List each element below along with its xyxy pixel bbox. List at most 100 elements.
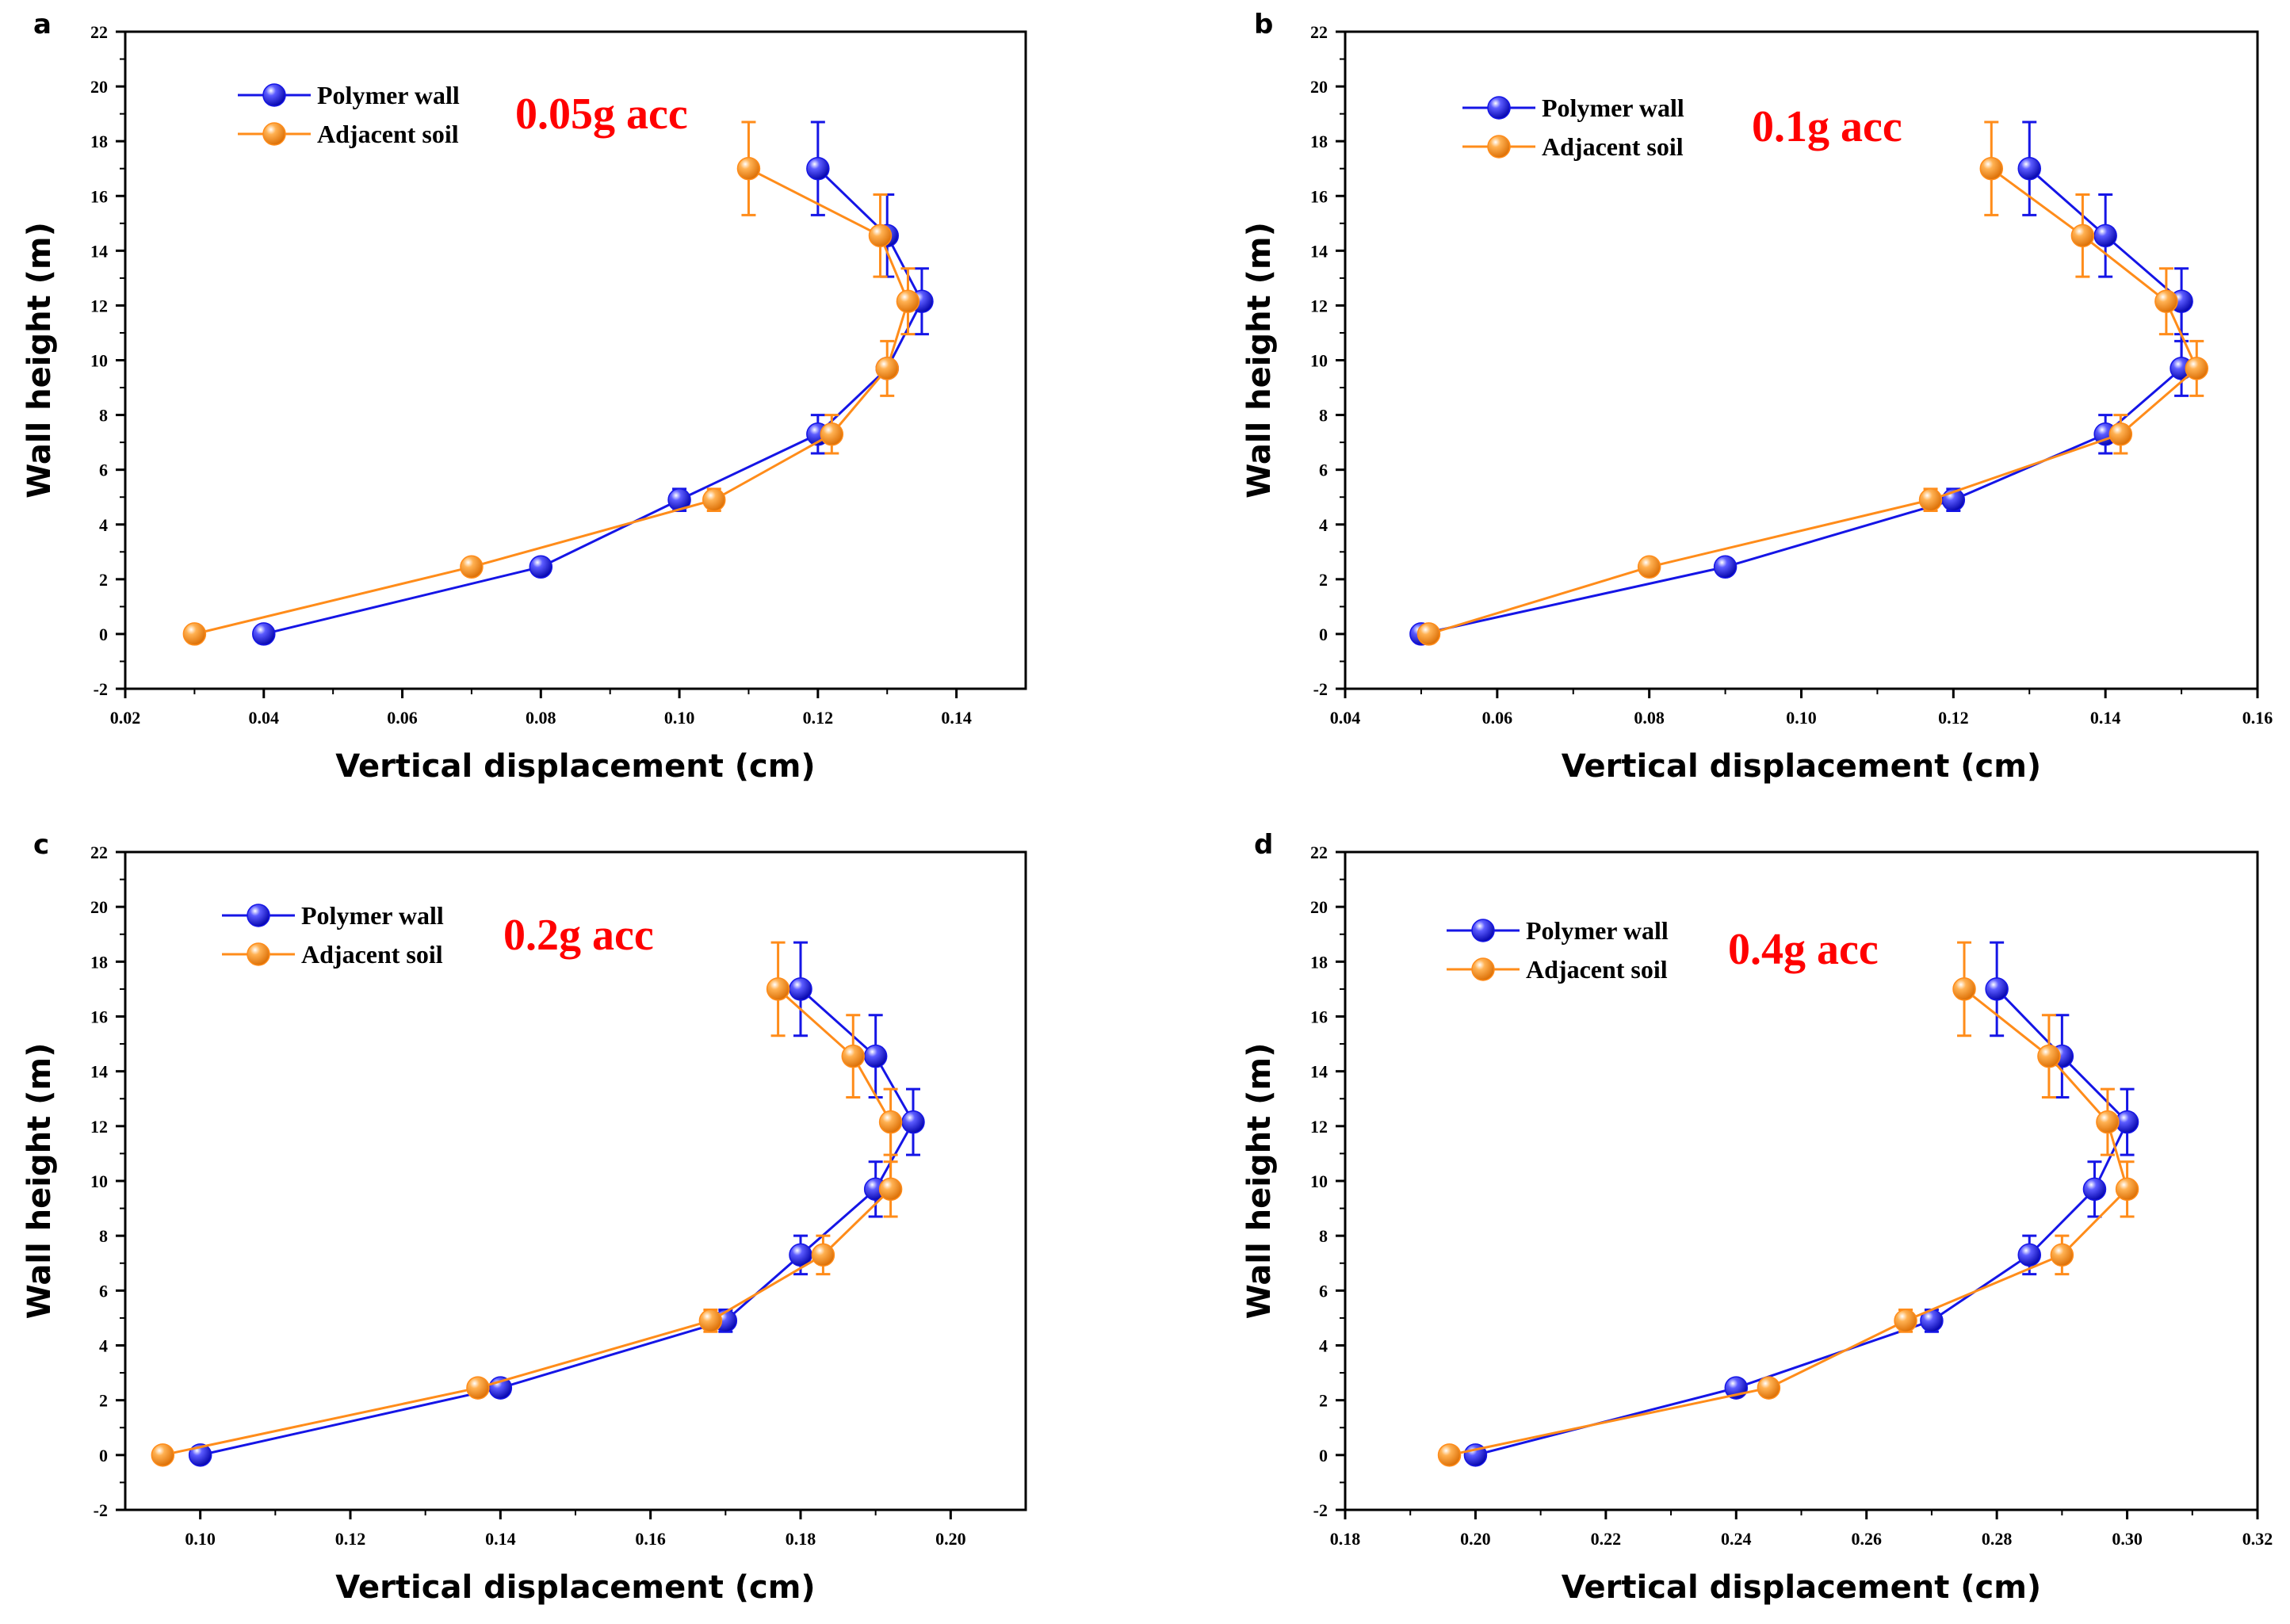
panel-c-data-point [901, 1110, 925, 1134]
panel-a-data-point [702, 487, 726, 512]
panel-a-data-point [868, 224, 893, 248]
panel-c-series-adjacent-soil [151, 941, 903, 1467]
panel-d-y-tick-label: -2 [1313, 1500, 1328, 1520]
panel-a-y-tick-label: 18 [90, 132, 108, 151]
panel-a-data-point [896, 289, 920, 313]
panel-d-data-point [2017, 1243, 2041, 1267]
panel-b-data-point [1713, 555, 1738, 579]
panel-d-x-tick-label: 0.26 [1851, 1529, 1882, 1549]
panel-d-y-tick-label: 12 [1310, 1117, 1328, 1137]
panel-d-y-tick-label: 2 [1319, 1391, 1328, 1411]
panel-d-y-tick-label: 14 [1310, 1062, 1328, 1082]
panel-c-data-point [841, 1044, 866, 1068]
panel-b-y-tick-label: 8 [1319, 406, 1328, 426]
panel-c-legend-marker [247, 942, 270, 966]
panel-d-series-line [1449, 988, 2129, 1457]
panel-d-data-point [1952, 977, 1976, 1001]
panel-a-x-tick-label: 0.12 [803, 708, 834, 728]
panel-b-y-tick-label: 14 [1310, 241, 1328, 261]
panel-c-x-tick-label: 0.10 [185, 1529, 216, 1549]
panel-a-legend-label: Polymer wall [317, 81, 460, 109]
panel-a-series-line [263, 167, 923, 636]
panel-b-data-point [2185, 357, 2209, 380]
panel-b-x-tick-label: 0.16 [2242, 708, 2273, 728]
panel-b-x-tick-label: 0.08 [1634, 708, 1665, 728]
panel-c-data-point [151, 1443, 175, 1467]
panel-d-y-tick-label: 20 [1310, 897, 1328, 917]
panel-c-legend-label: Polymer wall [301, 901, 444, 930]
panel-a-data-point [667, 487, 691, 512]
panel-a-y-tick-label: 14 [90, 241, 108, 261]
panel-b-x-tick-label: 0.04 [1330, 708, 1361, 728]
panel-c-y-tick-label: 14 [90, 1062, 108, 1082]
panel-a-x-axis-title: Vertical displacement (cm) [335, 748, 815, 785]
panel-b-y-tick-label: -2 [1313, 679, 1328, 699]
panel-c-data-point [811, 1243, 835, 1267]
panel-a-data-point [529, 555, 553, 579]
panel-b-data-point [2017, 156, 2041, 181]
panel-a-y-tick-label: 20 [90, 77, 108, 97]
panel-a-data-point [806, 156, 830, 181]
panel-d-x-tick-label: 0.20 [1460, 1529, 1491, 1549]
panel-c-letter: c [33, 829, 49, 861]
panel-d-x-tick-label: 0.22 [1591, 1529, 1622, 1549]
panel-d-y-tick-label: 16 [1310, 1007, 1328, 1027]
panel-c-data-point [789, 977, 812, 1001]
panel-b-x-tick-label: 0.12 [1938, 708, 1969, 728]
panel-a-y-tick-label: 8 [99, 406, 108, 426]
panel-d-x-tick-label: 0.32 [2242, 1529, 2273, 1549]
panel-c-data-point [188, 1443, 212, 1467]
panel-a-x-tick-label: 0.14 [941, 708, 972, 728]
panel-d-legend-marker [1471, 919, 1495, 942]
panel-d: 0.18 0.20 0.22 0.24 0.26 0.28 0.30 0.32 -2 0 2 4 6 8 1… [1241, 829, 2273, 1606]
panel-a-y-tick-label: 4 [99, 515, 108, 535]
panel-c-y-tick-label: 22 [90, 843, 108, 862]
panel-c-y-tick-label: 4 [99, 1336, 108, 1356]
panel-a-legend-marker [262, 122, 286, 146]
panel-d-y-tick-label: 0 [1319, 1446, 1328, 1465]
panel-c-y-tick-label: 20 [90, 897, 108, 917]
panel-d-x-axis-title: Vertical displacement (cm) [1562, 1569, 2041, 1606]
panel-b-letter: b [1254, 9, 1273, 40]
panel-a-data-point [820, 422, 844, 446]
panel-b-series-adjacent-soil [1416, 120, 2209, 646]
panel-c-data-point [878, 1110, 903, 1134]
panel-b-x-tick-label: 0.06 [1482, 708, 1513, 728]
panel-c-data-point [698, 1309, 723, 1333]
panel-b-series-polymer-wall [1409, 120, 2193, 646]
panel-b-series-line [1420, 167, 2183, 636]
panel-a-x-tick-label: 0.04 [249, 708, 280, 728]
panel-a-x-tick-label: 0.06 [387, 708, 418, 728]
panel-d-y-axis-title: Wall height (m) [1241, 1043, 1278, 1320]
panel-d-series-polymer-wall [1463, 941, 2139, 1467]
panel-b-data-point [1979, 156, 2004, 181]
panel-d-y-tick-label: 8 [1319, 1226, 1328, 1246]
panel-c-annotation: 0.2g acc [503, 911, 654, 960]
panel-d-y-tick-label: 18 [1310, 952, 1328, 972]
panel-a-y-tick-label: 12 [90, 296, 108, 315]
panel-a-y-tick-label: 6 [99, 460, 108, 480]
panel-a-y-tick-label: 2 [99, 570, 108, 590]
panel-b-data-point [2070, 224, 2095, 248]
panel-a-y-tick-label: 10 [90, 351, 108, 371]
panel-c-y-tick-label: 16 [90, 1007, 108, 1027]
panel-a-x-tick-label: 0.10 [664, 708, 695, 728]
panel-d-x-tick-label: 0.28 [1982, 1529, 2013, 1549]
panel-a-x-tick-label: 0.08 [526, 708, 556, 728]
panel-d-data-point [2115, 1110, 2139, 1134]
panel-d-y-tick-label: 22 [1310, 843, 1328, 862]
panel-c-y-tick-label: 18 [90, 952, 108, 972]
panel-a-x-tick-label: 0.02 [110, 708, 141, 728]
panel-a-data-point [182, 622, 207, 646]
panel-b-y-tick-label: 10 [1310, 351, 1328, 371]
panel-c-y-tick-label: 6 [99, 1281, 108, 1301]
panel-b-x-tick-label: 0.14 [2090, 708, 2121, 728]
panel-a-data-point [875, 357, 899, 380]
panel-c-series-line [162, 988, 893, 1457]
panel-a-y-tick-label: -2 [94, 679, 108, 699]
panel-d-legend-marker [1471, 957, 1495, 981]
panel-d-y-tick-label: 4 [1319, 1336, 1328, 1356]
panel-b-y-tick-label: 22 [1310, 22, 1328, 42]
panel-d-data-point [2050, 1243, 2074, 1267]
